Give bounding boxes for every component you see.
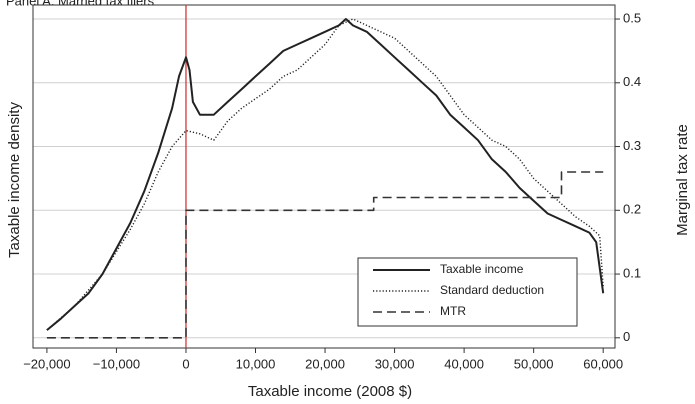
x-tick-label: 10,000 xyxy=(236,356,276,371)
y-tick-label: 0.3 xyxy=(623,138,641,153)
y-axis-label: Taxable income density xyxy=(6,102,23,258)
x-tick-label: 30,000 xyxy=(375,356,415,371)
series-line xyxy=(46,18,605,331)
chart-title: Panel A. Married tax filers xyxy=(6,0,155,8)
legend-label: Taxable income xyxy=(440,262,524,276)
series-line xyxy=(46,171,604,339)
x-tick-label: 50,000 xyxy=(514,356,554,371)
plot-frame xyxy=(32,4,616,349)
y-tick-label: 0.4 xyxy=(623,74,641,89)
x-tick-label: 0 xyxy=(182,356,189,371)
legend: Taxable income Standard deduction MTR xyxy=(357,257,578,327)
y-tick-label: 0 xyxy=(623,329,630,344)
x-axis-label: Taxable income (2008 $) xyxy=(248,383,412,400)
y-tick-label: 0.1 xyxy=(623,265,641,280)
legend-label: MTR xyxy=(440,304,466,318)
x-tick-label: −20,000 xyxy=(23,356,70,371)
y-tick-label: 0.2 xyxy=(623,202,641,217)
x-tick-label: −10,000 xyxy=(93,356,140,371)
x-tick-label: 20,000 xyxy=(305,356,345,371)
y2-axis-label: Marginal tax rate xyxy=(674,124,691,236)
x-tick-label: 40,000 xyxy=(444,356,484,371)
x-tick-label: 60,000 xyxy=(583,356,623,371)
y-tick-label: 0.5 xyxy=(623,10,641,25)
legend-label: Standard deduction xyxy=(440,283,544,297)
